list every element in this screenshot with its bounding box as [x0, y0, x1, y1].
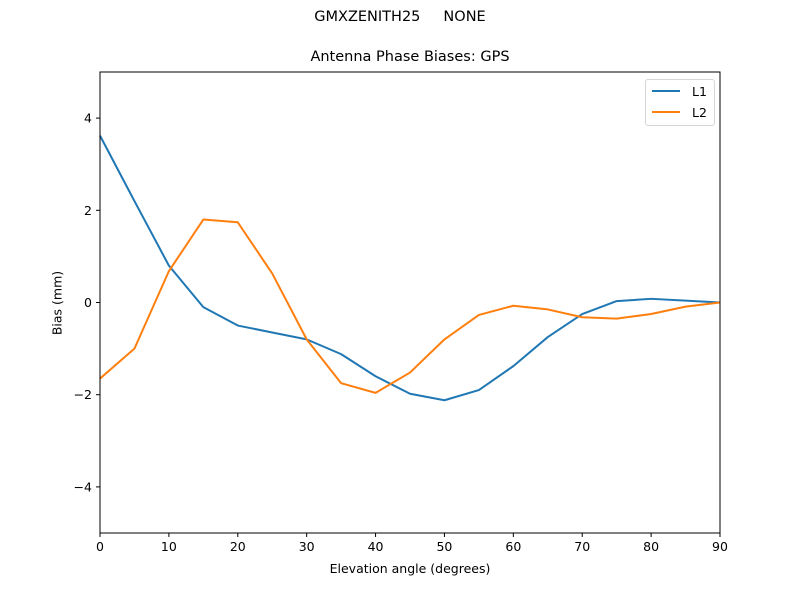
legend-swatch-l2 — [652, 111, 680, 113]
y-tick-label: 0 — [84, 295, 92, 310]
legend-item-l1: L1 — [652, 83, 707, 99]
series-line-l1 — [99, 135, 721, 402]
y-axis-label: Bias (mm) — [49, 270, 65, 336]
y-tick-label: −4 — [74, 479, 92, 494]
axes-frame — [99, 71, 721, 534]
x-tick-label: 50 — [436, 539, 452, 554]
x-tick-label: 90 — [712, 539, 728, 554]
y-axis-ticks: −4 −2 0 2 4 — [74, 111, 100, 494]
legend-swatch-l1 — [652, 90, 680, 92]
x-tick-label: 30 — [299, 539, 315, 554]
legend-label-l1: L1 — [692, 83, 707, 99]
x-tick-label: 80 — [643, 539, 659, 554]
series-line-l2 — [99, 218, 721, 394]
legend: L1 L2 — [645, 79, 715, 126]
y-tick-label: 4 — [84, 111, 92, 126]
x-tick-label: 40 — [368, 539, 384, 554]
x-tick-label: 0 — [96, 539, 104, 554]
chart-title: Antenna Phase Biases: GPS — [310, 49, 510, 65]
data-lines — [99, 135, 721, 402]
legend-label-l2: L2 — [692, 104, 707, 120]
x-tick-label: 70 — [574, 539, 590, 554]
figure-suptitle: GMXZENITH25 NONE — [314, 9, 486, 25]
x-tick-label: 20 — [230, 539, 246, 554]
y-tick-label: −2 — [74, 387, 92, 402]
x-axis-ticks: 0 10 20 30 40 50 60 70 80 90 — [96, 533, 728, 554]
legend-item-l2: L2 — [652, 104, 707, 120]
y-tick-label: 2 — [84, 203, 92, 218]
x-axis-label: Elevation angle (degrees) — [329, 561, 491, 576]
x-tick-label: 60 — [505, 539, 521, 554]
x-tick-label: 10 — [161, 539, 177, 554]
